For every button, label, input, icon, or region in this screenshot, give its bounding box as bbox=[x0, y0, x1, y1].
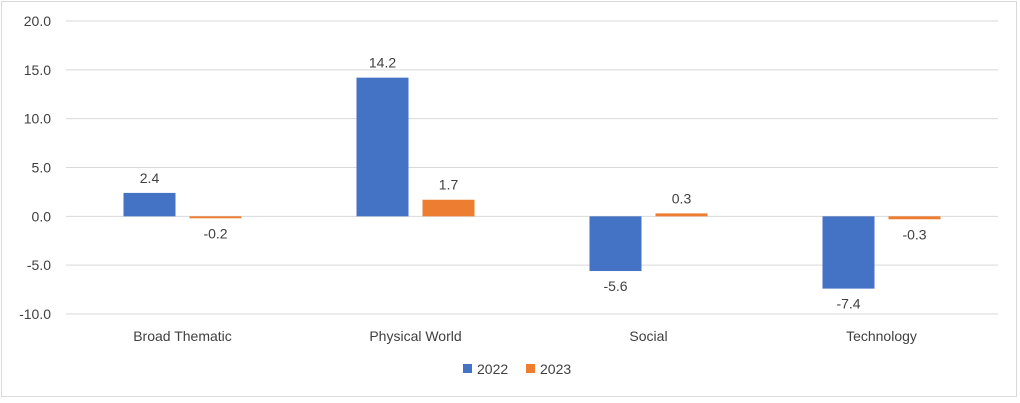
y-tick-label: 10.0 bbox=[24, 111, 51, 127]
y-tick-label: 5.0 bbox=[32, 160, 52, 176]
category-label: Technology bbox=[846, 328, 917, 344]
y-tick-label: 20.0 bbox=[24, 13, 51, 29]
bar-2022-social bbox=[589, 216, 642, 272]
bar-2023-social bbox=[655, 213, 708, 217]
bar-2022-physical-world bbox=[356, 77, 409, 217]
data-label: -5.6 bbox=[603, 278, 627, 294]
legend-label: 2023 bbox=[540, 361, 571, 377]
data-label: -0.2 bbox=[203, 225, 227, 241]
bar-chart: 20.0 15.0 10.0 5.0 0.0 -5.0 -10.0 2.4 14.2 -5.6 -… bbox=[19, 13, 998, 377]
bar-2022-technology bbox=[822, 216, 875, 289]
legend-swatch-2023 bbox=[526, 364, 535, 373]
legend-swatch-2022 bbox=[463, 364, 472, 373]
data-labels: 2.4 14.2 -5.6 -7.4 -0.2 1.7 0.3 -0.3 bbox=[140, 55, 927, 312]
data-label: 0.3 bbox=[672, 190, 692, 206]
category-label: Physical World bbox=[369, 328, 461, 344]
legend: 2022 2023 bbox=[463, 361, 571, 377]
data-label: 1.7 bbox=[439, 177, 459, 193]
category-label: Broad Thematic bbox=[133, 328, 232, 344]
bar-2023-broad-thematic bbox=[189, 216, 242, 219]
bar-2022-broad-thematic bbox=[123, 192, 176, 217]
bar-2023-physical-world bbox=[422, 199, 475, 217]
chart-frame: 20.0 15.0 10.0 5.0 0.0 -5.0 -10.0 2.4 14.2 -5.6 -… bbox=[1, 1, 1017, 397]
y-tick-label: 15.0 bbox=[24, 62, 51, 78]
y-axis-ticks: 20.0 15.0 10.0 5.0 0.0 -5.0 -10.0 bbox=[19, 13, 51, 322]
bars bbox=[123, 77, 941, 289]
data-label: 14.2 bbox=[369, 55, 396, 71]
category-label: Social bbox=[629, 328, 667, 344]
data-label: -7.4 bbox=[836, 296, 860, 312]
data-label: -0.3 bbox=[902, 226, 926, 242]
legend-label: 2022 bbox=[477, 361, 508, 377]
y-tick-label: 0.0 bbox=[32, 208, 52, 224]
y-tick-label: -10.0 bbox=[19, 306, 51, 322]
category-axis: Broad Thematic Physical World Social Techno… bbox=[133, 328, 917, 344]
bar-2023-technology bbox=[888, 216, 941, 220]
data-label: 2.4 bbox=[140, 170, 160, 186]
y-tick-label: -5.0 bbox=[27, 257, 51, 273]
